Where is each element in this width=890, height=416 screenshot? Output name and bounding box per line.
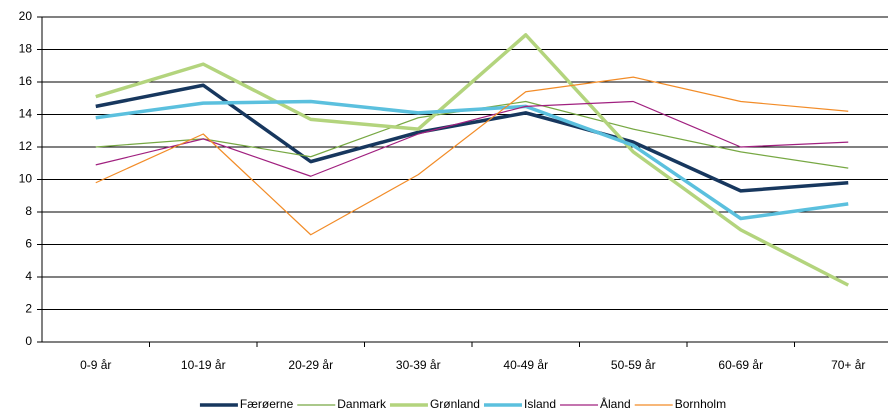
legend-label: Island <box>524 397 556 411</box>
legend-label: Grønland <box>430 397 480 411</box>
legend-label: Færøerne <box>240 397 294 411</box>
y-tick-label: 12 <box>19 139 33 153</box>
y-tick-label: 8 <box>25 204 32 218</box>
y-tick-label: 16 <box>19 74 33 88</box>
y-tick-label: 4 <box>25 269 32 283</box>
series-line <box>95 100 849 169</box>
x-tick-label: 10-19 år <box>181 358 226 372</box>
x-tick-label: 60-69 år <box>718 358 763 372</box>
legend-label: Bornholm <box>675 397 726 411</box>
legend-label: Danmark <box>337 397 387 411</box>
y-tick-label: 18 <box>19 42 33 56</box>
y-tick-label: 6 <box>25 237 32 251</box>
x-tick-label: 50-59 år <box>611 358 656 372</box>
series-line <box>95 33 850 287</box>
x-tick-label: 40-49 år <box>503 358 548 372</box>
y-tick-label: 0 <box>25 334 32 348</box>
x-tick-label: 70+ år <box>831 358 865 372</box>
series-line <box>95 83 849 193</box>
y-tick-label: 14 <box>19 107 33 121</box>
series-line <box>95 100 849 177</box>
series-line <box>95 76 849 236</box>
x-tick-label: 0-9 år <box>80 358 111 372</box>
x-tick-label: 30-39 år <box>396 358 441 372</box>
y-tick-label: 2 <box>25 302 32 316</box>
legend: Færøerne Danmark Grønland Island Åland Bornho… <box>199 396 726 411</box>
y-tick-label: 20 <box>19 9 33 23</box>
y-tick-label: 10 <box>19 172 33 186</box>
series-line <box>95 99 849 221</box>
legend-label: Åland <box>600 396 631 411</box>
x-tick-label: 20-29 år <box>288 358 333 372</box>
